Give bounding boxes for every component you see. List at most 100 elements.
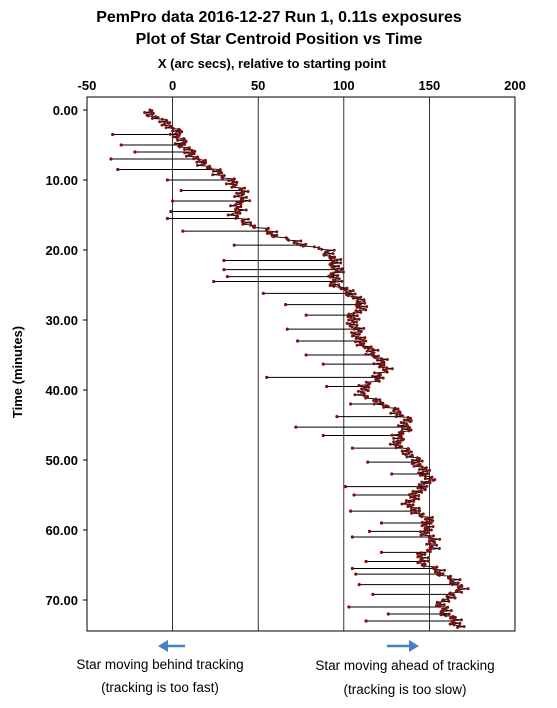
centroid-point — [426, 556, 430, 560]
centroid-point — [448, 622, 452, 626]
excursion-point — [111, 132, 115, 137]
centroid-point — [329, 257, 333, 261]
centroid-point — [178, 145, 181, 149]
centroid-point — [171, 127, 175, 130]
centroid-point — [355, 343, 359, 347]
centroid-point — [374, 397, 378, 401]
centroid-point — [238, 188, 241, 192]
centroid-point — [372, 362, 376, 366]
y-tick-label: 70.00 — [45, 593, 78, 608]
caption-ahead-line2: (tracking is too slow) — [343, 682, 466, 697]
centroid-point — [462, 625, 466, 629]
centroid-point — [329, 273, 333, 277]
centroid-point — [322, 253, 326, 257]
centroid-point — [335, 276, 338, 280]
centroid-point — [343, 288, 347, 292]
centroid-point — [231, 212, 235, 216]
centroid-point — [360, 387, 364, 391]
centroid-point — [366, 389, 370, 393]
centroid-point — [422, 564, 426, 568]
centroid-point — [416, 552, 419, 555]
centroid-point — [453, 596, 457, 600]
excursion-point — [294, 425, 298, 429]
centroid-point — [355, 310, 359, 314]
centroid-point — [428, 481, 432, 485]
centroid-point — [160, 123, 164, 127]
centroid-markers — [109, 108, 470, 629]
centroid-point — [164, 126, 168, 130]
centroid-point — [425, 542, 429, 546]
centroid-point — [420, 553, 424, 557]
centroid-point — [352, 311, 356, 315]
centroid-point — [362, 326, 366, 330]
centroid-point — [346, 315, 350, 319]
centroid-point — [364, 380, 368, 384]
centroid-point — [241, 200, 245, 204]
excursion-point — [304, 353, 308, 357]
centroid-point — [425, 469, 429, 473]
centroid-point — [304, 242, 308, 246]
centroid-point — [396, 407, 400, 411]
centroid-point — [443, 568, 446, 572]
centroid-point — [333, 280, 337, 284]
excursion-point — [171, 199, 175, 203]
excursion-point — [261, 291, 265, 295]
centroid-point — [350, 325, 354, 329]
excursion-point — [343, 485, 348, 489]
centroid-point — [417, 497, 421, 501]
centroid-point — [429, 521, 433, 525]
excursion-point — [109, 157, 113, 161]
centroid-point — [401, 421, 405, 425]
centroid-point — [373, 371, 376, 375]
centroid-point — [425, 484, 429, 488]
centroid-point — [232, 177, 236, 181]
x-tick-label: -50 — [78, 78, 97, 93]
centroid-point — [400, 502, 404, 506]
centroid-point — [435, 601, 439, 605]
centroid-point — [211, 173, 215, 177]
centroid-point — [434, 570, 437, 574]
centroid-point — [332, 271, 335, 275]
centroid-point — [407, 500, 411, 504]
centroid-point — [332, 266, 336, 270]
centroid-point — [417, 471, 421, 475]
centroid-point — [363, 336, 367, 340]
centroid-point — [231, 181, 235, 185]
centroid-point — [441, 572, 445, 576]
centroid-point — [424, 522, 428, 526]
centroid-point — [244, 208, 248, 212]
centroid-point — [328, 284, 332, 288]
centroid-point — [401, 414, 404, 418]
centroid-point — [389, 411, 393, 415]
centroid-point — [336, 274, 340, 277]
centroid-point — [175, 136, 179, 140]
centroid-point — [456, 625, 459, 629]
centroid-point — [419, 530, 422, 534]
centroid-point — [406, 505, 410, 508]
centroid-point — [405, 448, 409, 452]
excursion-point — [367, 529, 372, 534]
centroid-point — [197, 158, 201, 162]
centroid-point — [355, 314, 359, 318]
centroid-point — [451, 620, 455, 624]
excursion-point — [212, 279, 216, 284]
centroid-point — [378, 375, 382, 379]
excursion-point — [390, 472, 394, 476]
centroid-point — [347, 318, 351, 322]
centroid-point — [376, 358, 379, 362]
x-tick-labels: -50 0 50 100 150 200 — [78, 78, 526, 93]
centroid-point — [227, 179, 231, 183]
centroid-point — [169, 125, 173, 129]
centroid-point — [337, 264, 341, 268]
centroid-point — [423, 529, 427, 533]
centroid-point — [414, 491, 418, 495]
x-tick-label: 50 — [251, 78, 265, 93]
centroid-point — [212, 169, 215, 173]
centroid-point — [187, 147, 191, 151]
excursion-point — [119, 143, 123, 147]
centroid-point — [452, 623, 456, 627]
centroid-point — [395, 412, 399, 416]
centroid-point — [390, 367, 394, 371]
centroid-point — [372, 402, 376, 406]
centroid-point — [364, 339, 368, 343]
